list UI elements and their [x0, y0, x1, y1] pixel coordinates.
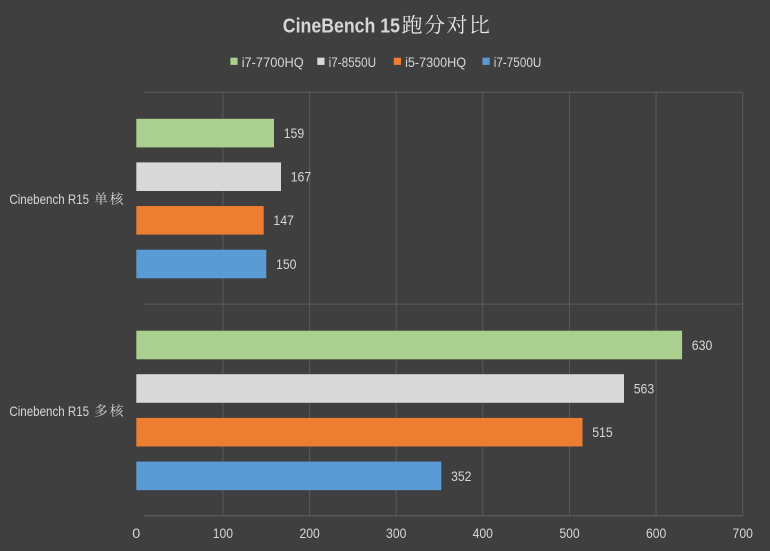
svg-text:i7-7500U: i7-7500U — [494, 54, 542, 70]
svg-text:150: 150 — [276, 256, 297, 272]
svg-text:352: 352 — [451, 468, 472, 484]
svg-text:i7-8550U: i7-8550U — [329, 54, 377, 70]
svg-text:CineBench 15: CineBench 15 — [283, 15, 400, 37]
svg-text:400: 400 — [473, 525, 493, 541]
svg-text:i7-7700HQ: i7-7700HQ — [242, 54, 304, 70]
svg-text:167: 167 — [291, 169, 312, 185]
svg-text:Cinebench R15: Cinebench R15 — [9, 403, 89, 419]
svg-text:i5-7300HQ: i5-7300HQ — [405, 54, 466, 70]
svg-text:600: 600 — [646, 525, 666, 541]
svg-text:300: 300 — [386, 525, 406, 541]
svg-text:100: 100 — [213, 525, 233, 541]
svg-text:563: 563 — [634, 380, 655, 396]
svg-text:515: 515 — [592, 424, 613, 440]
svg-text:630: 630 — [692, 337, 713, 353]
svg-text:Cinebench R15: Cinebench R15 — [9, 191, 89, 207]
svg-text:500: 500 — [559, 525, 579, 541]
svg-text:147: 147 — [273, 212, 294, 228]
svg-text:700: 700 — [733, 525, 753, 541]
svg-text:0: 0 — [132, 525, 140, 541]
svg-text:159: 159 — [284, 125, 305, 141]
svg-text:200: 200 — [299, 525, 319, 541]
